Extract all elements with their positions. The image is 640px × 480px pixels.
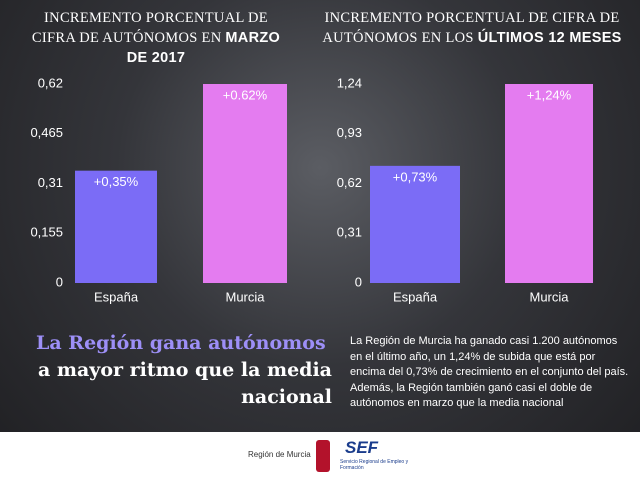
y-tick-label: 0 — [56, 274, 63, 289]
headline-rest: a mayor ritmo que la media nacional — [37, 359, 332, 408]
value-label: +0,35% — [94, 174, 139, 189]
logo-subtext: Servicio Regional de Empleo y Formación — [340, 459, 409, 471]
y-tick-label: 0,31 — [38, 175, 63, 190]
bar — [203, 84, 287, 283]
title-text: INCREMENTO PORCENTUAL DE CIFRA DE AUTÓNO… — [322, 10, 620, 46]
x-tick-label: Murcia — [529, 289, 569, 304]
chart-title: INCREMENTO PORCENTUAL DE CIFRA DE AUTÓNO… — [20, 8, 292, 68]
y-tick-label: 0,93 — [337, 125, 362, 140]
y-tick-label: 0 — [355, 274, 362, 289]
y-tick-label: 0,62 — [337, 175, 362, 190]
value-label: +1,24% — [527, 87, 572, 102]
y-tick-label: 1,24 — [337, 75, 362, 90]
crest — [316, 440, 330, 472]
logo-text: Región de Murcia — [248, 450, 311, 459]
y-tick-label: 0,31 — [337, 225, 362, 240]
headline-highlight: La Región gana autónomos — [36, 332, 326, 354]
chart-title: INCREMENTO PORCENTUAL DE CIFRA DE AUTÓNO… — [322, 8, 622, 48]
title-highlight: MARZO DE 2017 — [126, 30, 281, 66]
value-label: +0.62% — [223, 87, 268, 102]
x-tick-label: España — [393, 289, 438, 304]
title-highlight: ÚLTIMOS 12 MESES — [477, 30, 622, 46]
logo-text: SEF — [345, 438, 379, 457]
y-tick-label: 0,155 — [30, 225, 63, 240]
footer: Región de Murcia SEF Servicio Regional d… — [0, 432, 640, 480]
x-tick-label: España — [94, 289, 139, 304]
charts: 0 0,155 0,31 0,465 0,62 +0,35% España +0.62% Mur… — [30, 75, 593, 304]
bar — [370, 165, 460, 283]
paragraph: La Región de Murcia ha ganado casi 1.200… — [350, 335, 629, 409]
title-text: INCREMENTO PORCENTUAL DE CIFRA DE AUTÓNO… — [31, 10, 268, 46]
value-label: +0,73% — [393, 169, 438, 184]
headline: La Región gana autónomos a mayor ritmo qu… — [20, 330, 332, 411]
y-tick-label: 0,465 — [30, 125, 63, 140]
bar — [505, 84, 593, 283]
bar — [75, 170, 157, 283]
y-tick-label: 0,62 — [38, 75, 63, 90]
x-tick-label: Murcia — [225, 289, 265, 304]
